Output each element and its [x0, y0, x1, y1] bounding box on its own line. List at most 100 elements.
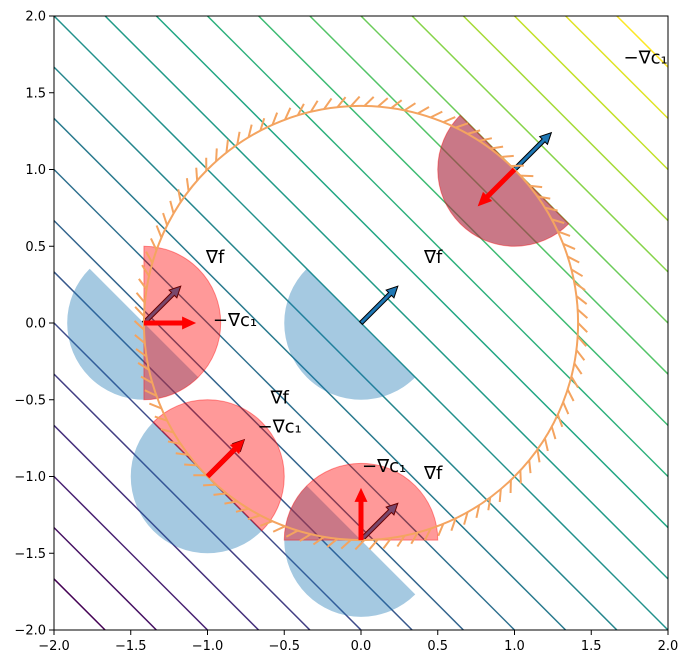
constraint-hatch-tick [140, 375, 153, 384]
neg-grad-c1-label: −∇c₁ [624, 48, 668, 69]
contour-line [462, 16, 668, 222]
constraint-hatch-tick [285, 529, 299, 538]
constraint-hatch-tick [160, 428, 174, 434]
constraint-hatch-tick [195, 167, 199, 181]
contour-line [54, 475, 209, 630]
x-tick-label: −1.0 [192, 639, 224, 654]
constraint-hatch-tick [455, 122, 469, 129]
constraint-hatch-tick [134, 306, 145, 317]
constraint-hatch-tick [162, 212, 169, 226]
constraint-hatch-tick [260, 520, 273, 527]
constraint-hatch-tick [396, 535, 406, 548]
y-tick-label: 1.0 [25, 163, 46, 178]
constraint-hatch-tick [487, 497, 492, 511]
constraint-hatch-tick [390, 99, 403, 109]
contour-line [54, 527, 157, 630]
constraint-hatch-tick [528, 460, 532, 474]
constraint-hatch-tick [576, 308, 589, 319]
constraint-hatch-tick [437, 523, 445, 537]
constraint-hatch-tick [155, 225, 163, 238]
constraint-hatch-tick [382, 537, 393, 549]
constraint-hatch-tick [536, 449, 541, 463]
constraint-hatch-tick [423, 528, 432, 541]
grad-f-label: ∇f [423, 247, 443, 268]
constraint-hatch-tick [135, 348, 148, 358]
constraint-hatch-tick [144, 389, 157, 397]
constraint-hatch-tick [463, 511, 469, 525]
constraint-hatch-tick [213, 492, 227, 496]
constraint-hatch-tick [562, 401, 570, 415]
constraint-hatch-tick [566, 388, 575, 402]
constraint-hatch-tick [450, 518, 457, 531]
constraint-hatch-tick [272, 525, 286, 533]
neg-grad-c1-arrow [205, 439, 245, 479]
contour-line [258, 16, 668, 426]
contour-line [54, 424, 260, 630]
constraint-hatch-tick [135, 292, 146, 304]
constraint-hatch-tick [259, 117, 266, 131]
constraint-hatch-tick [570, 268, 584, 278]
y-tick-label: −2.0 [14, 624, 46, 639]
constraint-hatch-tick [185, 178, 190, 192]
grad-f-halfdisk [284, 268, 416, 400]
constraint-hatch-tick [368, 538, 379, 550]
constraint-hatch-tick [363, 96, 375, 107]
constraint-hatch-tick [550, 426, 557, 440]
grad-f-arrow [358, 285, 399, 326]
constraint-hatch-tick [529, 184, 543, 189]
constraint-hatch-tick [562, 242, 576, 250]
constraint-hatch-tick [336, 96, 347, 108]
constraint-hatch-tick [430, 110, 443, 119]
x-tick-label: −2.0 [38, 639, 70, 654]
y-tick-label: −0.5 [14, 393, 46, 408]
contour-line [155, 16, 668, 529]
constraint-hatch-tick [215, 148, 218, 162]
constraint-hatch-tick [138, 278, 148, 290]
constraint-hatch-tick [284, 107, 292, 121]
contour-line [54, 578, 106, 630]
constraint-hatch-tick [148, 402, 162, 410]
axes: −2.0 −1.5 −1.0 −0.5 0.0 0.5 1.0 1.5 2.0 −2.0 −1.5 −… [14, 10, 678, 655]
contour-line [206, 16, 668, 478]
constraint-hatch-tick [519, 470, 522, 484]
grad-f-halfdisk [284, 485, 416, 617]
constraint-hatch-tick [203, 483, 217, 487]
contour-line [513, 16, 668, 171]
y-tick-label: −1.0 [14, 470, 46, 485]
x-tick-label: 1.5 [581, 639, 602, 654]
constraint-hatch-tick [340, 539, 352, 550]
constraint-hatch-tick [551, 218, 565, 225]
constraint-hatch-tick [309, 100, 319, 113]
constraint-hatch-tick [134, 334, 146, 344]
neg-grad-c1-label: −∇c₁ [213, 310, 257, 331]
grad-f-label: ∇f [423, 463, 443, 484]
constraint-hatch-tick [312, 536, 325, 546]
constraint-hatch-tick [175, 452, 189, 456]
y-tick-label: 2.0 [25, 10, 46, 25]
constraint-hatch-tick [410, 532, 419, 545]
constraint-hatch-tick [137, 362, 150, 371]
constraint-hatch-tick [543, 438, 549, 452]
constraint-hatch-tick [520, 174, 534, 178]
contour-line [54, 373, 311, 630]
x-tick-label: 0.5 [427, 639, 448, 654]
constraint-hatch-tick [475, 504, 481, 519]
grad-f-halfdisk [130, 422, 262, 554]
grad-f-label: ∇f [205, 247, 225, 268]
constraint-hatch-tick [490, 145, 504, 150]
contour-line [54, 168, 516, 630]
constraint-hatch-tick [377, 97, 389, 108]
constraint-hatch-tick [478, 137, 493, 142]
neg-grad-c1-arrows [143, 167, 517, 541]
contour-lines [54, 16, 668, 630]
constraint-hatch-tick [557, 230, 571, 237]
constraint-hatch-tick [350, 95, 361, 107]
constraint-hatch-tick [442, 116, 456, 124]
constraint-hatch-tick [326, 538, 339, 548]
neg-grad-c1-label: −∇c₁ [362, 456, 406, 477]
grad-f-halfdisk [67, 268, 199, 400]
neg-grad-c1-label: −∇c₁ [258, 417, 302, 438]
constraint-hatch-tick [177, 189, 182, 203]
grad-f-arrow [358, 502, 399, 543]
constraint-hatch-tick [150, 237, 158, 251]
